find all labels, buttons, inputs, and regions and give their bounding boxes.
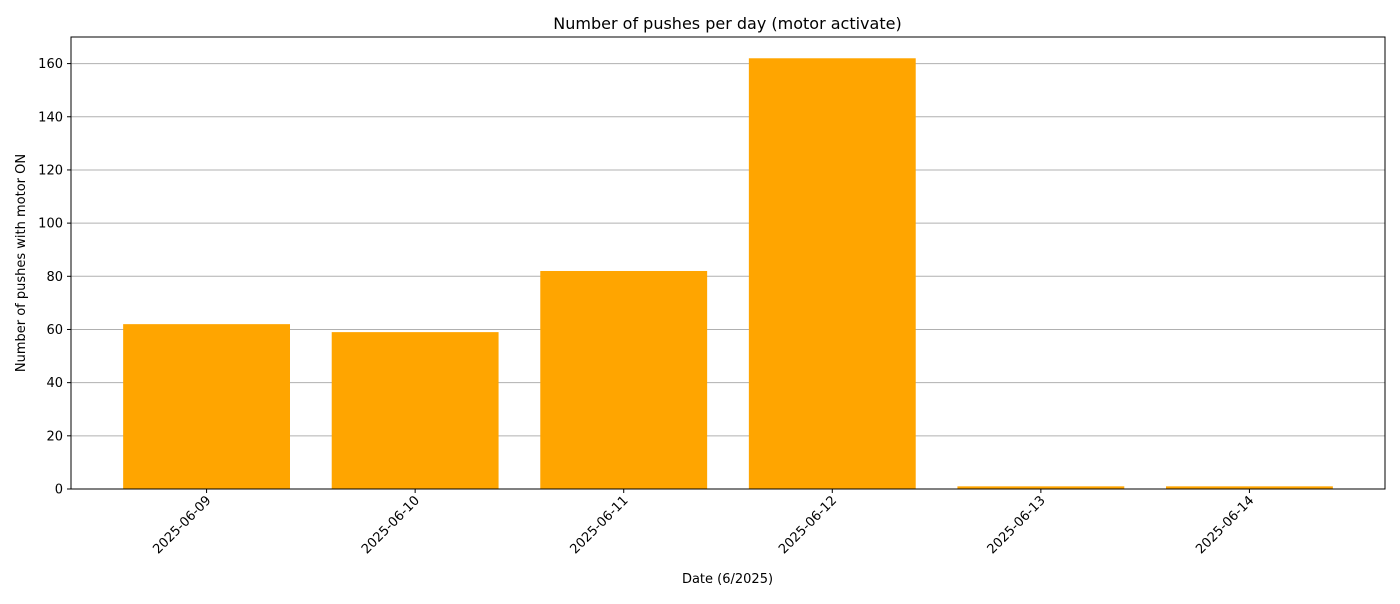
- bars: [123, 58, 1333, 489]
- y-tick-label: 20: [46, 429, 63, 444]
- bar-2025-06-14: [1166, 486, 1333, 489]
- x-tick-label: 2025-06-11: [568, 493, 632, 557]
- y-tick-label: 120: [38, 163, 63, 178]
- x-tick-label: 2025-06-12: [776, 493, 840, 557]
- y-tick-label: 40: [46, 376, 63, 391]
- y-tick-label: 100: [38, 217, 63, 232]
- bar-2025-06-11: [540, 270, 708, 489]
- y-tick-label: 160: [38, 57, 63, 72]
- y-tick-label: 140: [38, 110, 63, 125]
- axes: [67, 36, 1386, 493]
- x-tick-label: 2025-06-10: [359, 493, 423, 557]
- bar-2025-06-12: [748, 58, 916, 489]
- x-tick-label: 2025-06-13: [985, 493, 1049, 557]
- bar-2025-06-09: [123, 324, 291, 489]
- chart-title: Number of pushes per day (motor activate…: [553, 14, 901, 33]
- bar-2025-06-13: [957, 486, 1125, 489]
- y-tick-label: 80: [46, 270, 63, 285]
- x-tick-label: 2025-06-14: [1193, 493, 1257, 557]
- bar-2025-06-10: [331, 332, 499, 489]
- y-tick-label: 60: [46, 323, 63, 338]
- y-axis-label: Number of pushes with motor ON: [14, 154, 29, 372]
- plot-frame: [70, 36, 1386, 490]
- x-tick-label: 2025-06-09: [150, 493, 214, 557]
- y-tick-label: 0: [55, 483, 63, 498]
- x-axis-label: Date (6/2025): [682, 572, 773, 587]
